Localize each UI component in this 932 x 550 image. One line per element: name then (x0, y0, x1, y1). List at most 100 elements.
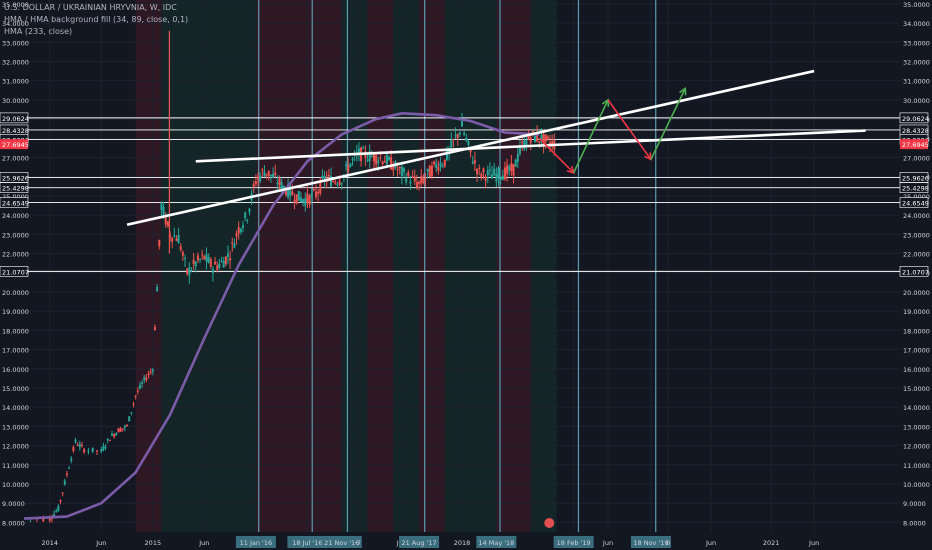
candle-body (544, 134, 547, 142)
candle-body (471, 161, 474, 164)
y-tick-label: 10.0000 (2, 481, 29, 489)
candle-body (349, 163, 352, 167)
candle-body (334, 181, 337, 184)
candle-body (179, 246, 182, 250)
y-tick-label: 16.0000 (2, 366, 29, 374)
level-label-box (899, 112, 929, 124)
candle-body (518, 146, 521, 154)
candle-body (233, 243, 236, 248)
candle-body (171, 237, 174, 242)
candle-body (192, 259, 195, 264)
y-tick-label: 25.0000 (2, 193, 29, 201)
candle-body (53, 514, 56, 517)
background-fill-zone (307, 0, 342, 532)
candle-body (527, 133, 530, 140)
x-tick-label: Jun (705, 539, 716, 547)
time-axis (0, 532, 932, 550)
y-tick-label: 30.0000 (2, 97, 29, 105)
level-label-box (899, 266, 929, 277)
background-fill-zone (530, 0, 557, 532)
y-tick-label: 32.0000 (903, 58, 930, 66)
candle-body (546, 136, 549, 139)
level-label: 29.0624 (2, 115, 29, 123)
candle-body (96, 450, 98, 452)
candle-body (465, 138, 468, 141)
y-tick-label: 27.0000 (2, 154, 29, 162)
level-label: 24.6549 (902, 200, 929, 208)
candle-body (226, 253, 229, 257)
candle-body (188, 267, 191, 276)
legend-hma: HMA (233, close) (4, 27, 73, 36)
candle-body (439, 162, 442, 167)
x-tick-label: 0 (666, 539, 670, 547)
candle-body (467, 140, 470, 145)
y-tick-label: 23.0000 (2, 231, 29, 239)
candle-body (272, 173, 275, 178)
candle-body (379, 157, 382, 159)
y-tick-label: 33.0000 (903, 39, 930, 47)
candle-body (304, 198, 307, 206)
x-tick-label: 18 Nov '19 (633, 539, 668, 547)
candle-body (538, 141, 541, 143)
candle-body (351, 158, 354, 160)
candle-body (443, 159, 446, 167)
candle-body (259, 175, 262, 182)
candle-body (478, 167, 481, 169)
candle-body (510, 163, 513, 171)
candle-body (321, 175, 324, 178)
candle-body (261, 169, 264, 171)
y-tick-label: 19.0000 (903, 308, 930, 316)
candle-body (512, 164, 515, 176)
candle-body (473, 159, 476, 164)
candle-body (121, 428, 124, 430)
candle-body (242, 225, 244, 228)
candle-body (493, 168, 496, 176)
candle-body (287, 184, 290, 198)
date-marker-box (287, 536, 328, 548)
candle-body (302, 199, 305, 203)
candle-body (426, 168, 429, 172)
candle-body (166, 221, 169, 227)
candle-body (100, 449, 103, 452)
candle-body (461, 121, 463, 127)
y-tick-label: 18.0000 (2, 327, 29, 335)
projection-arrow-head (679, 86, 687, 96)
candle-body (156, 286, 159, 292)
candle-body (317, 191, 320, 194)
level-label-box (0, 266, 29, 277)
candle-body (400, 166, 403, 176)
candle-body (186, 268, 189, 274)
candle-body (454, 135, 457, 137)
x-tick-label: Jun (808, 539, 819, 547)
candle-body (336, 184, 339, 186)
candle-body (149, 371, 152, 373)
candle-body (265, 173, 268, 176)
date-marker-box (476, 536, 517, 548)
candle-body (441, 165, 444, 167)
candle-body (315, 191, 317, 197)
candle-body (196, 255, 199, 261)
candle-body (160, 203, 163, 210)
candle-body (377, 160, 380, 164)
candle-body (370, 156, 373, 158)
candle-body (113, 434, 116, 437)
candle-body (330, 176, 333, 187)
candle-body (68, 467, 71, 469)
candle-body (280, 182, 283, 191)
candle-body (332, 180, 335, 182)
candle-body (128, 416, 131, 422)
candle-body (235, 232, 238, 237)
x-tick-label: 2018 (454, 539, 471, 547)
candle-body (239, 228, 242, 232)
candle-body (61, 492, 64, 494)
candle-body (111, 433, 114, 436)
y-tick-label: 22.0000 (903, 251, 930, 259)
candle-body (499, 177, 502, 180)
level-label: 21.0707 (2, 268, 29, 276)
candle-body (246, 220, 249, 222)
candle-body (476, 169, 479, 175)
candle-body (267, 170, 270, 177)
background-fill-zone (255, 0, 282, 532)
level-label-box (0, 112, 29, 124)
